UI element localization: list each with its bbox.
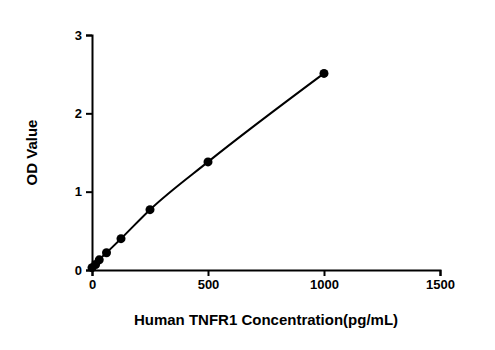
data	[88, 69, 329, 272]
y-axis-line	[86, 36, 93, 271]
y-tick: 2	[75, 106, 92, 121]
x-axis-title: Human TNFR1 Concentration(pg/mL)	[134, 311, 398, 328]
x-axis-line	[93, 271, 441, 277]
point	[146, 205, 155, 214]
x-tick: 0	[89, 270, 96, 292]
y-tick-label: 3	[75, 28, 82, 43]
y-axis: 0 1 2 3	[75, 28, 93, 278]
x-tick-mark	[208, 270, 210, 276]
x-tick-label: 1500	[426, 277, 455, 292]
y-tick-mark	[86, 35, 92, 37]
x-tick-label: 500	[198, 277, 220, 292]
x-tick: 1500	[426, 270, 455, 292]
x-tick: 500	[198, 270, 220, 292]
point	[102, 248, 111, 257]
y-axis-title: OD Value	[23, 120, 40, 186]
x-axis: 0 500 1000 1500	[89, 270, 455, 292]
y-tick: 3	[75, 28, 92, 43]
y-tick-mark	[86, 113, 92, 115]
x-tick-label: 0	[89, 277, 96, 292]
fit-line	[92, 73, 324, 267]
plot: 0 500 1000 1500 0 1 2 3	[75, 28, 455, 293]
x-tick-mark	[440, 270, 442, 276]
y-tick-label: 0	[75, 263, 82, 278]
x-tick: 1000	[310, 270, 339, 292]
y-tick-label: 2	[75, 106, 82, 121]
chart: 0 500 1000 1500 0 1 2 3 Human TNFR1 Concentratio…	[0, 0, 495, 350]
point	[204, 157, 213, 166]
x-tick-mark	[324, 270, 326, 276]
y-tick-mark	[86, 191, 92, 193]
point	[117, 234, 126, 243]
x-tick-label: 1000	[310, 277, 339, 292]
y-tick-label: 1	[75, 184, 82, 199]
point	[320, 69, 329, 78]
y-tick: 1	[75, 184, 92, 199]
point	[95, 255, 104, 264]
